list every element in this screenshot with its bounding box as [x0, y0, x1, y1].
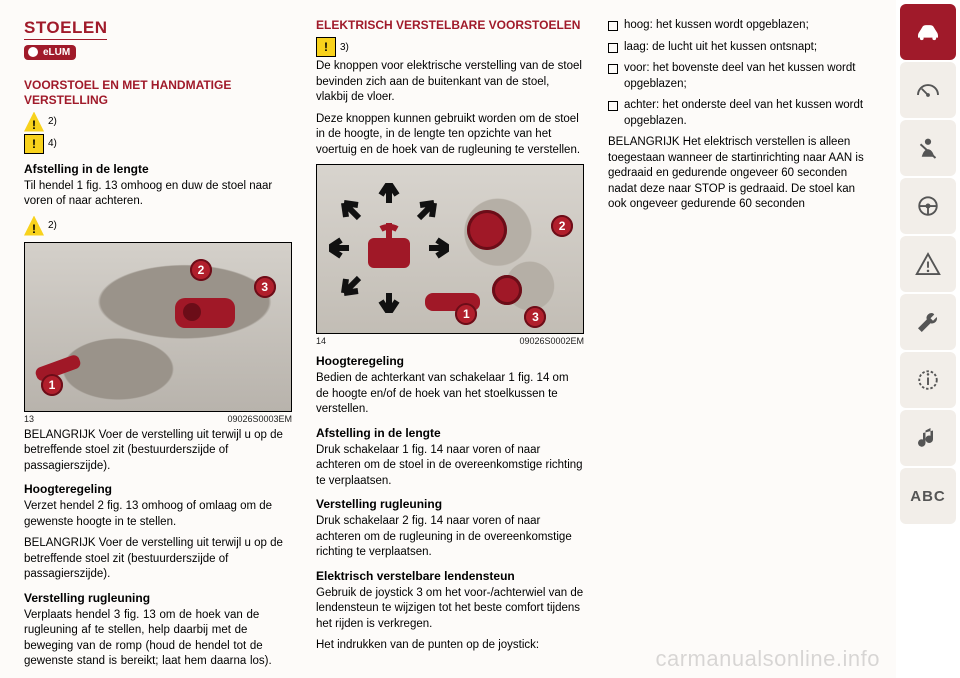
figure-14: 1 2 3 14 09026S0002EM — [316, 164, 584, 346]
sidebar-tab-info[interactable] — [900, 352, 956, 408]
warning-triangle-icon: ! — [24, 112, 44, 132]
page: STOELEN eLUM VOORSTOEL EN MET HANDMATIGE… — [0, 0, 960, 678]
elum-label: eLUM — [43, 47, 70, 58]
callout-1: 1 — [41, 374, 63, 396]
warning-square-icon: ! — [316, 37, 336, 57]
sidebar: ABC — [896, 0, 960, 678]
p-length-2: Druk schakelaar 1 fig. 14 naar voren of … — [316, 443, 584, 490]
warning-icon — [913, 249, 943, 279]
fig-num: 14 — [316, 336, 326, 346]
warning-triangle-icon: ! — [24, 216, 44, 236]
p-height: Verzet hendel 2 fig. 13 omhoog of omlaag… — [24, 499, 292, 530]
bullet-square-icon — [608, 43, 618, 53]
seat-shape — [25, 243, 291, 411]
lever-hub — [183, 303, 201, 321]
fig-num: 13 — [24, 414, 34, 424]
sub-length-2: Afstelling in de lengte — [316, 426, 584, 441]
music-icon — [913, 423, 943, 453]
warn-ref-4: ! 3) — [316, 37, 584, 57]
figure-13-caption: 13 09026S0003EM — [24, 414, 292, 424]
content-columns: STOELEN eLUM VOORSTOEL EN MET HANDMATIGE… — [0, 0, 896, 678]
abc-label: ABC — [910, 488, 946, 505]
p-important-2: BELANGRIJK Voer de verstelling uit terwi… — [24, 536, 292, 583]
elum-orb-icon — [28, 47, 38, 57]
p-length: Til hendel 1 fig. 13 omhoog en duw de st… — [24, 179, 292, 210]
p-elec-1: De knoppen voor elektrische verstelling … — [316, 59, 584, 106]
p-elec-2: Deze knoppen kunnen gebruikt worden om d… — [316, 112, 584, 159]
sub-length: Afstelling in de lengte — [24, 162, 292, 177]
p-backrest-2: Druk schakelaar 2 fig. 14 naar voren of … — [316, 514, 584, 561]
sidebar-tab-wrench[interactable] — [900, 294, 956, 350]
sub-height-2: Hoogteregeling — [316, 354, 584, 369]
bullet-square-icon — [608, 21, 618, 31]
joystick-item-3: voor: het bovenste deel van het kussen w… — [608, 61, 876, 92]
figure-13: 1 2 3 13 09026S0003EM — [24, 242, 292, 424]
info-icon — [913, 365, 943, 395]
warn-ref-2: ! 4) — [24, 134, 292, 154]
p-backrest: Verplaats hendel 3 fig. 13 om de hoek va… — [24, 608, 292, 670]
sidebar-tab-music[interactable] — [900, 410, 956, 466]
warn-ref-3: ! 2) — [24, 216, 292, 236]
joystick-item-1: hoog: het kussen wordt opgeblazen; — [608, 18, 876, 34]
p-height-2: Bedien de achterkant van schakelaar 1 fi… — [316, 371, 584, 418]
joystick-item-2: laag: de lucht uit het kussen ontsnapt; — [608, 40, 876, 56]
joystick-item-4: achter: het onderste deel van het kussen… — [608, 98, 876, 129]
knob-3 — [492, 275, 522, 305]
sidebar-tab-steering[interactable] — [900, 178, 956, 234]
bullet-square-icon — [608, 64, 618, 74]
section-manual: VOORSTOEL EN MET HANDMATIGE VERSTELLING — [24, 78, 292, 108]
figure-14-image: 1 2 3 — [316, 164, 584, 334]
p-joystick-intro: Het indrukken van de punten op de joysti… — [316, 638, 584, 654]
callout-3: 3 — [254, 276, 276, 298]
knob-2 — [467, 210, 507, 250]
warning-square-icon: ! — [24, 134, 44, 154]
sidebar-tab-abc[interactable]: ABC — [900, 468, 956, 524]
steering-icon — [913, 191, 943, 221]
sidebar-tab-warning[interactable] — [900, 236, 956, 292]
figure-13-image: 1 2 3 — [24, 242, 292, 412]
wrench-icon — [913, 307, 943, 337]
p-important-3: BELANGRIJK Het elektrisch verstellen is … — [608, 135, 876, 213]
p-important-1: BELANGRIJK Voer de verstelling uit terwi… — [24, 428, 292, 475]
warn-ref-1: ! 2) — [24, 112, 292, 132]
seatbelt-icon — [913, 133, 943, 163]
sub-backrest-2: Verstelling rugleuning — [316, 497, 584, 512]
figure-14-caption: 14 09026S0002EM — [316, 336, 584, 346]
sidebar-tab-car[interactable] — [900, 4, 956, 60]
fig-code: 09026S0002EM — [519, 336, 584, 346]
sidebar-tab-gauge[interactable] — [900, 62, 956, 118]
sub-height: Hoogteregeling — [24, 482, 292, 497]
callout-1b: 1 — [455, 303, 477, 325]
sidebar-tab-seatbelt[interactable] — [900, 120, 956, 176]
p-lumbar: Gebruik de joystick 3 om het voor-/achte… — [316, 586, 584, 633]
page-title: STOELEN — [24, 18, 107, 40]
gauge-icon — [913, 75, 943, 105]
sub-backrest: Verstelling rugleuning — [24, 591, 292, 606]
sub-lumbar: Elektrisch verstelbare lendensteun — [316, 569, 584, 584]
bullet-square-icon — [608, 101, 618, 111]
fig-code: 09026S0003EM — [227, 414, 292, 424]
section-electric: ELEKTRISCH VERSTELBARE VOORSTOELEN — [316, 18, 584, 33]
elum-badge: eLUM — [24, 45, 76, 60]
car-icon — [913, 17, 943, 47]
